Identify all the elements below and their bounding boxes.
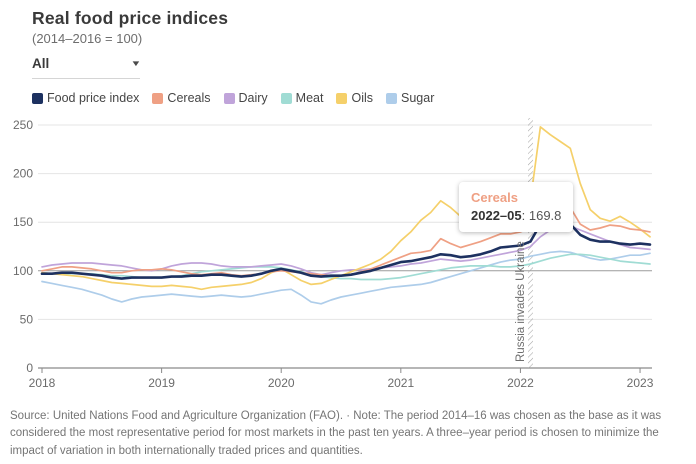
x-tick-label: 2020 [268, 376, 295, 390]
event-annotation-label: Russia invades Ukraine [515, 241, 527, 362]
legend-item-cereals[interactable]: Cereals [152, 91, 211, 105]
legend-label: Food price index [47, 91, 140, 105]
dropdown-selected-value: All [32, 56, 50, 71]
page-title: Real food price indices [32, 8, 229, 28]
tooltip-separator: : [521, 207, 529, 223]
chart-subtitle: (2014–2016 = 100) [32, 31, 143, 46]
y-tick-label: 250 [13, 118, 33, 132]
gridlines: 0 50 100 150 200 250 [13, 118, 652, 375]
legend-item-sugar[interactable]: Sugar [386, 91, 434, 105]
y-tick-label: 100 [13, 264, 33, 278]
y-tick-label: 150 [13, 215, 33, 229]
legend-label: Meat [295, 91, 324, 105]
legend-label: Sugar [401, 91, 435, 105]
y-tick-label: 50 [20, 312, 34, 326]
tooltip-value: 169.8 [528, 207, 562, 223]
legend-item-dairy[interactable]: Dairy [223, 91, 268, 105]
legend-item-oils[interactable]: Oils [336, 91, 373, 105]
legend-swatch [223, 92, 235, 104]
x-tick-label: 2023 [627, 376, 654, 390]
x-tick-label: 2018 [29, 376, 56, 390]
y-tick-label: 200 [13, 167, 33, 181]
legend-swatch [386, 92, 397, 104]
legend-label: Cereals [167, 91, 211, 105]
series-filter-dropdown[interactable]: All ▼ [32, 56, 142, 79]
legend: Food price index Cereals Dairy Meat Oils Suga… [32, 91, 434, 105]
legend-swatch [280, 92, 292, 104]
x-axis: 2018 2019 2020 2021 2022 2023 [29, 368, 654, 390]
tooltip-date: 2022–05 [471, 207, 522, 223]
legend-label: Dairy [238, 91, 268, 105]
y-tick-label: 0 [26, 361, 33, 375]
x-tick-label: 2019 [148, 376, 175, 390]
x-tick-label: 2021 [387, 376, 414, 390]
series-line-dairy[interactable] [41, 225, 651, 276]
chevron-down-icon: ▼ [130, 59, 142, 68]
tooltip-series-name: Cereals [471, 190, 518, 205]
chart-area: 0 50 100 150 200 250 Russia invades Ukraine 2… [0, 110, 696, 406]
legend-label: Oils [351, 91, 373, 105]
legend-swatch [336, 92, 348, 104]
x-tick-label: 2022 [507, 376, 534, 390]
tooltip: Cereals 2022–05: 169.8 [459, 182, 574, 233]
series-line-sugar[interactable] [41, 250, 651, 305]
legend-item-food-price-index[interactable]: Food price index [32, 91, 139, 105]
event-marker-band [528, 118, 533, 368]
legend-swatch [32, 92, 43, 104]
legend-swatch [152, 92, 164, 104]
source-note: Source: United Nations Food and Agricult… [10, 410, 662, 457]
line-chart: 0 50 100 150 200 250 Russia invades Ukraine 2… [13, 118, 654, 390]
series-line-oils[interactable] [41, 126, 651, 291]
legend-item-meat[interactable]: Meat [280, 91, 324, 105]
tooltip-value-row: 2022–05: 169.8 [471, 207, 561, 225]
